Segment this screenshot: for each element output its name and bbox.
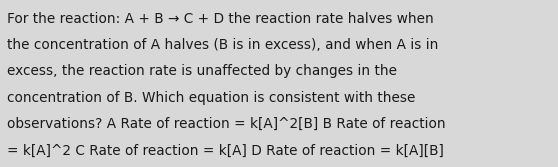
Text: = k[A]^2 C Rate of reaction = k[A] D Rate of reaction = k[A][B]: = k[A]^2 C Rate of reaction = k[A] D Rat… <box>7 144 444 158</box>
Text: observations? A Rate of reaction = k[A]^2[B] B Rate of reaction: observations? A Rate of reaction = k[A]^… <box>7 117 446 131</box>
Text: For the reaction: A + B → C + D the reaction rate halves when: For the reaction: A + B → C + D the reac… <box>7 12 434 26</box>
Text: excess, the reaction rate is unaffected by changes in the: excess, the reaction rate is unaffected … <box>7 64 397 78</box>
Text: concentration of B. Which equation is consistent with these: concentration of B. Which equation is co… <box>7 91 416 105</box>
Text: the concentration of A halves (B is in excess), and when A is in: the concentration of A halves (B is in e… <box>7 38 439 52</box>
